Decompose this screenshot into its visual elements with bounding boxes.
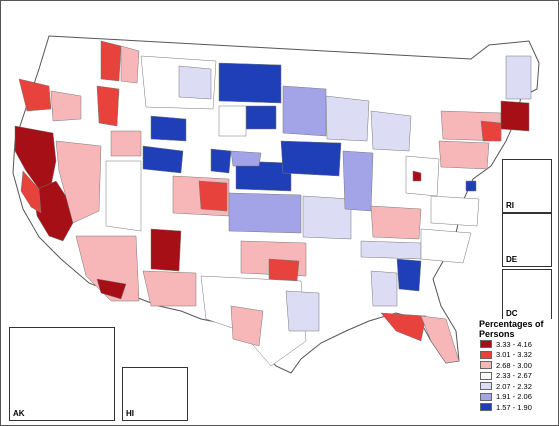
region-wyoming-north [150,115,187,142]
region-oregon-coast [18,78,52,112]
dc-inset: DC [502,269,552,321]
legend-item: 2.07 - 2.32 [480,381,557,392]
region-carolinas [420,228,472,264]
region-missouri [302,195,352,240]
map-legend: Percentages of Persons 3.33 - 4.16 3.01 -… [477,319,557,423]
hawaii-inset: HI [122,367,188,421]
legend-item: 3.01 - 3.32 [480,350,557,361]
region-florida [420,315,460,364]
region-wyoming-south [142,145,184,174]
legend-item: 3.33 - 4.16 [480,339,557,350]
region-kentucky [370,205,422,240]
region-wisconsin [325,95,370,142]
region-illinois [342,150,374,212]
region-colorado-central [198,180,228,212]
region-washington [100,40,122,82]
region-california-valley [20,170,42,214]
region-california-central [32,180,74,242]
region-virginia [430,195,480,227]
legend-swatch [480,350,492,359]
hawaii-label: HI [126,409,134,418]
region-iowa [280,140,342,177]
legend-item: 2.68 - 3.00 [480,360,557,371]
delaware-label: DE [506,255,518,264]
legend-swatch [480,361,492,370]
dc-label: DC [506,309,518,318]
region-tennessee [360,240,422,260]
legend-item-label: 3.33 - 4.16 [496,339,532,349]
region-nevada [55,140,102,224]
region-alabama [370,270,398,307]
region-arizona-south [96,278,127,300]
region-florida-north [380,312,427,342]
region-new-york-city [480,120,502,142]
region-washington-east [120,45,140,84]
legend-item-label: 1.91 - 2.06 [496,392,532,402]
region-nebraska-west [210,148,232,174]
region-ohio [405,155,440,197]
region-new-england-north [505,55,532,100]
region-texas-east [285,290,320,332]
region-new-mexico [142,270,197,307]
region-texas-central [230,305,264,347]
region-georgia [396,258,422,292]
legend-item-label: 2.33 - 2.67 [496,371,532,381]
legend-swatch [480,382,492,391]
region-new-mexico-north [150,228,182,272]
alaska-inset: AK [9,327,115,421]
legend-item-label: 2.07 - 2.32 [496,381,532,391]
legend-title: Percentages of Persons [479,319,544,339]
region-pennsylvania [438,140,490,170]
legend-swatch [480,371,492,380]
legend-swatch [480,392,492,401]
region-south-dakota-east [245,105,277,130]
rhode-island-label: RI [506,201,514,210]
region-kansas [228,192,302,234]
region-north-dakota [218,62,282,104]
alaska-label: AK [13,409,25,418]
legend-item-label: 1.57 - 1.90 [496,402,532,412]
region-south-dakota [218,105,247,137]
region-montana-east [178,65,212,100]
rhode-island-inset: RI [502,159,552,213]
legend-item-label: 2.68 - 3.00 [496,360,532,370]
region-nebraska-east [235,160,292,192]
region-oklahoma-central [268,258,300,282]
delaware-inset: DE [502,213,552,267]
legend-swatch [480,403,492,412]
region-minnesota [282,85,327,137]
region-idaho [110,130,142,157]
region-michigan [370,110,412,152]
region-nebraska-mid [230,150,262,167]
region-utah [105,160,142,232]
legend-item-label: 3.01 - 3.32 [496,350,532,360]
legend-item: 1.57 - 1.90 [480,402,557,413]
region-massachusetts [500,100,530,132]
region-maryland-blue [465,180,477,192]
region-ohio-center [412,170,422,182]
region-oregon-mid [50,90,82,122]
legend-item: 2.33 - 2.67 [480,371,557,382]
legend-item: 1.91 - 2.06 [480,392,557,403]
region-oregon-east [96,85,120,127]
legend-items: 3.33 - 4.16 3.01 - 3.32 2.68 - 3.00 2.33 - … [477,339,557,413]
legend-swatch [480,340,492,349]
